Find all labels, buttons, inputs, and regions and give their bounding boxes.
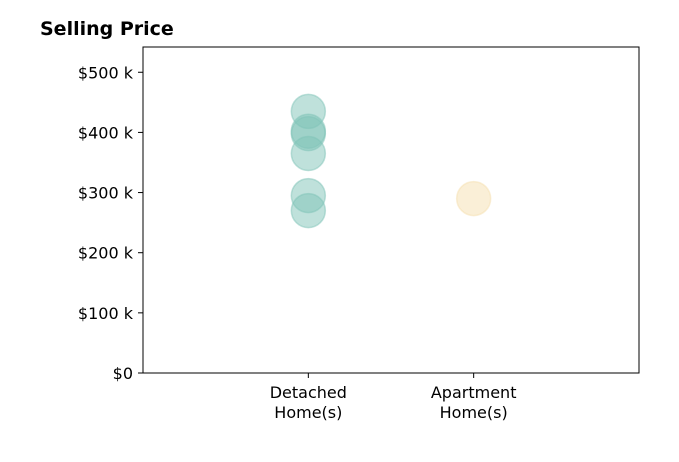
data-point bbox=[290, 192, 327, 229]
y-tick-label: $300 k bbox=[78, 184, 134, 203]
data-point bbox=[290, 135, 327, 172]
y-tick-label: $500 k bbox=[78, 63, 134, 82]
x-tick-label: Home(s) bbox=[440, 403, 508, 422]
data-points bbox=[290, 93, 492, 229]
plot-area bbox=[142, 46, 640, 374]
y-tick-label: $0 bbox=[113, 364, 133, 383]
x-tick-label: Apartment bbox=[431, 383, 517, 402]
chart-title: Selling Price bbox=[40, 18, 174, 40]
y-tick-label: $400 k bbox=[78, 123, 134, 142]
x-tick-label: Detached bbox=[270, 383, 347, 402]
data-point bbox=[455, 180, 492, 217]
y-axis: $0 $100 k $200 k $300 k $400 k $500 k bbox=[78, 63, 143, 383]
y-tick-label: $200 k bbox=[78, 244, 134, 263]
x-tick-label: Home(s) bbox=[274, 403, 342, 422]
y-tick-label: $100 k bbox=[78, 304, 134, 323]
